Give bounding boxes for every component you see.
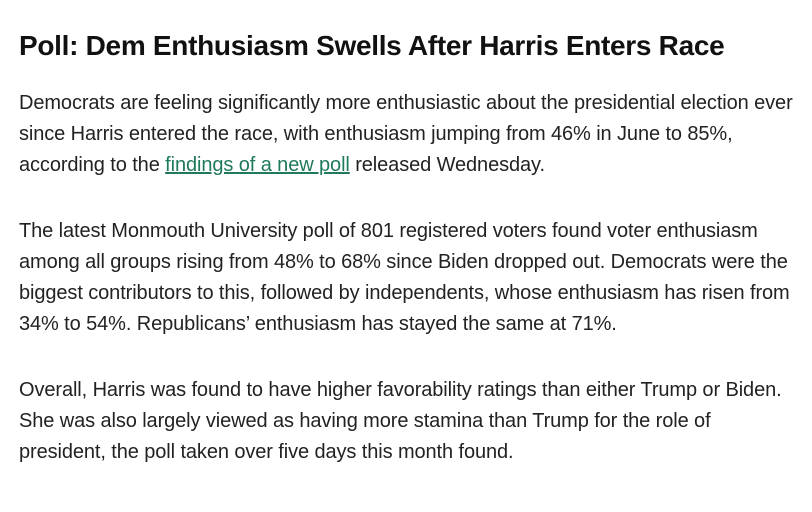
poll-link[interactable]: findings of a new poll bbox=[165, 154, 350, 176]
paragraph: Overall, Harris was found to have higher… bbox=[19, 379, 782, 463]
paragraph: The latest Monmouth University poll of 8… bbox=[19, 220, 790, 335]
paragraph-text: Democrats are feeling significantly more… bbox=[19, 92, 793, 176]
headline: Poll: Dem Enthusiasm Swells After Harris… bbox=[19, 30, 725, 61]
paragraph-text: released Wednesday. bbox=[349, 154, 545, 176]
article: Poll: Dem Enthusiasm Swells After Harris… bbox=[19, 26, 795, 503]
paragraph: Democrats are feeling significantly more… bbox=[19, 88, 795, 181]
